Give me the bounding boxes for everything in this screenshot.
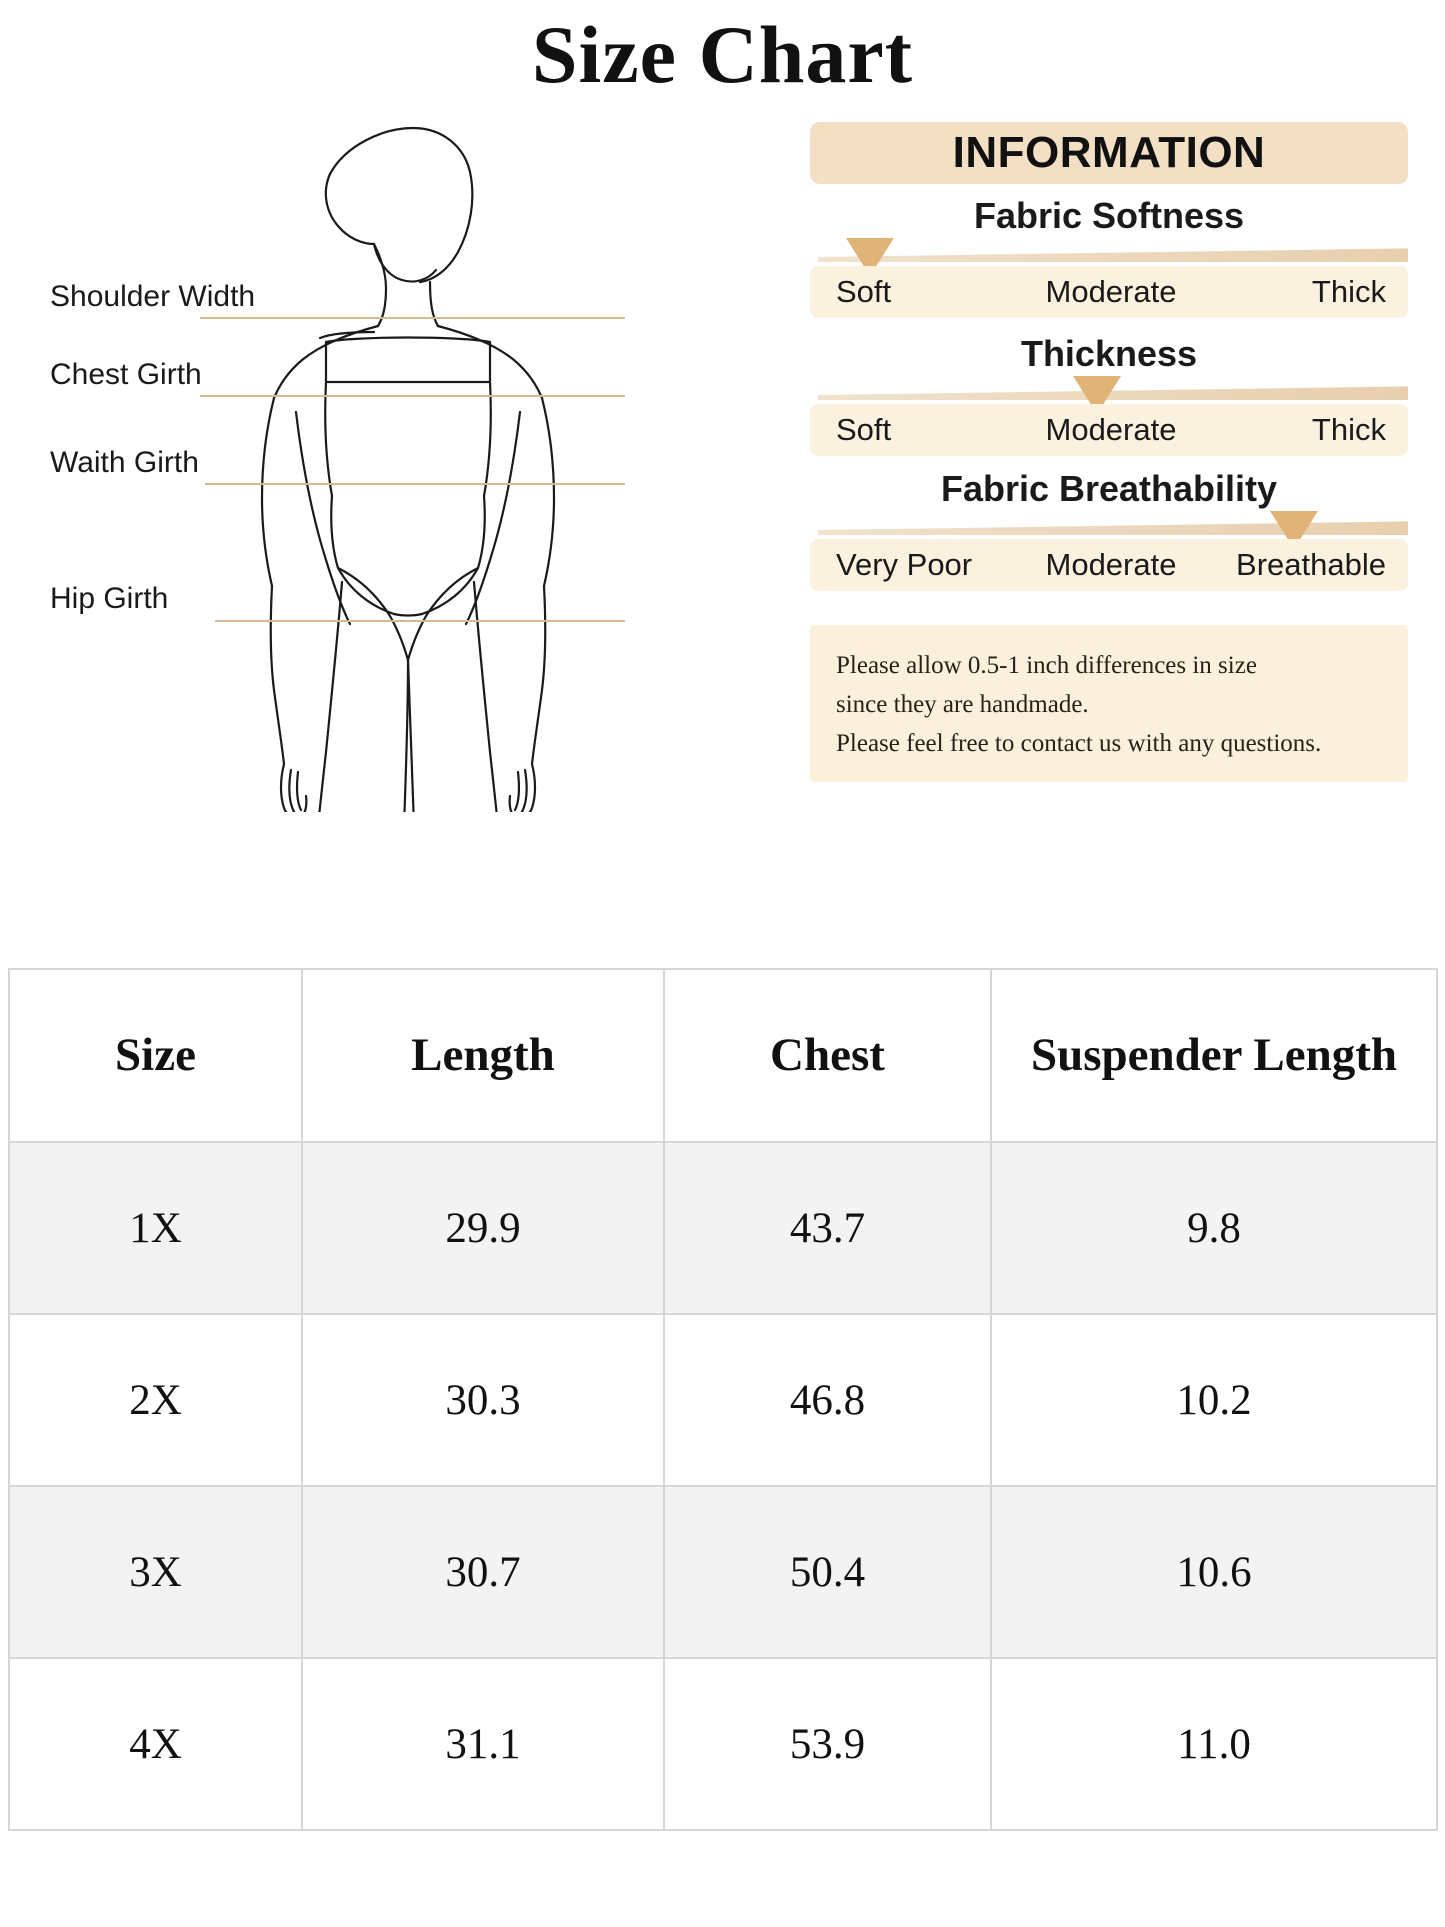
scale-label-moderate-2: Moderate: [1045, 412, 1177, 448]
measurement-line-hip-girth: [215, 620, 625, 622]
scale-labels-thickness: Soft Moderate Thick: [810, 404, 1408, 457]
measurement-label-chest-girth: Chest Girth: [50, 358, 202, 391]
scale-label-thick: Thick: [1311, 274, 1386, 310]
cell-length: 31.1: [301, 1657, 665, 1831]
cell-length: 30.7: [301, 1485, 665, 1659]
cell-chest: 50.4: [663, 1485, 992, 1659]
scale-bar-fabric-breathability: [810, 511, 1408, 550]
scale-label-soft-2: Soft: [836, 412, 892, 448]
scale-label-moderate: Moderate: [1045, 274, 1177, 310]
cell-chest: 46.8: [663, 1313, 992, 1487]
table-row: 4X 31.1 53.9 11.0: [8, 1657, 1438, 1831]
note-box: Please allow 0.5-1 inch differences in s…: [810, 625, 1408, 782]
cell-length: 30.3: [301, 1313, 665, 1487]
scale-label-soft: Soft: [836, 274, 892, 310]
cell-suspender-length: 10.2: [990, 1313, 1438, 1487]
scale-title-thickness: Thickness: [1020, 333, 1198, 374]
scale-labels-fabric-breathability: Very Poor Moderate Breathable: [810, 539, 1408, 592]
scale-title-fabric-breathability: Fabric Breathability: [940, 468, 1278, 509]
table-row: 3X 30.7 50.4 10.6: [8, 1485, 1438, 1659]
column-header-length: Length: [301, 968, 665, 1143]
cell-chest: 43.7: [663, 1141, 992, 1315]
table-row: 2X 30.3 46.8 10.2: [8, 1313, 1438, 1487]
scale-thickness: Thickness Soft Moderate Thick: [810, 333, 1408, 457]
cell-chest: 53.9: [663, 1657, 992, 1831]
table-header-row: Size Length Chest Suspender Length: [8, 968, 1438, 1143]
cell-suspender-length: 10.6: [990, 1485, 1438, 1659]
female-body-illustration: [260, 126, 556, 812]
cell-size: 1X: [8, 1141, 303, 1315]
scale-label-thick-2: Thick: [1311, 412, 1386, 448]
cell-size: 4X: [8, 1657, 303, 1831]
information-header: INFORMATION: [810, 122, 1408, 184]
cell-size: 2X: [8, 1313, 303, 1487]
column-header-size: Size: [8, 968, 303, 1143]
measurement-line-shoulder-width: [200, 317, 625, 319]
scale-label-breathable: Breathable: [1236, 547, 1386, 583]
page-title: Size Chart: [531, 9, 914, 100]
column-header-chest: Chest: [663, 968, 992, 1143]
cell-suspender-length: 9.8: [990, 1141, 1438, 1315]
note-line-3: Please feel free to contact us with any …: [836, 729, 1322, 757]
cell-length: 29.9: [301, 1141, 665, 1315]
scale-fabric-softness: Fabric Softness Soft Moderate Thick: [810, 195, 1408, 319]
scale-label-very-poor: Very Poor: [836, 547, 973, 583]
scale-track-fabric-softness: [818, 248, 1408, 263]
column-header-suspender-length: Suspender Length: [990, 968, 1438, 1143]
cell-suspender-length: 11.0: [990, 1657, 1438, 1831]
measurement-label-shoulder-width: Shoulder Width: [50, 280, 256, 313]
table-row: 1X 29.9 43.7 9.8: [8, 1141, 1438, 1315]
measurement-label-waist-girth: Waith Girth: [50, 446, 199, 479]
scale-bar-fabric-softness: [810, 238, 1408, 277]
body-measurement-diagram: Shoulder Width Chest Girth Waith Girth H…: [30, 112, 770, 972]
measurement-label-hip-girth: Hip Girth: [50, 582, 169, 615]
information-panel: INFORMATION Fabric Softness Soft Moderat…: [800, 112, 1410, 972]
scale-fabric-breathability: Fabric Breathability Very Poor Moderate …: [810, 468, 1408, 592]
scale-label-moderate-3: Moderate: [1045, 547, 1177, 583]
cell-size: 3X: [8, 1485, 303, 1659]
scale-title-fabric-softness: Fabric Softness: [973, 195, 1245, 236]
scale-labels-fabric-softness: Soft Moderate Thick: [810, 266, 1408, 319]
scale-bar-thickness: [810, 376, 1408, 415]
upper-section: Shoulder Width Chest Girth Waith Girth H…: [0, 112, 1445, 972]
note-line-1: Please allow 0.5-1 inch differences in s…: [836, 652, 1257, 679]
measurement-line-waist-girth: [205, 483, 625, 485]
measurement-line-chest-girth: [200, 395, 625, 397]
scale-track-fabric-breathability: [818, 521, 1408, 536]
note-line-2: since they are handmade.: [836, 690, 1089, 718]
size-table: Size Length Chest Suspender Length 1X 29…: [8, 968, 1438, 1831]
